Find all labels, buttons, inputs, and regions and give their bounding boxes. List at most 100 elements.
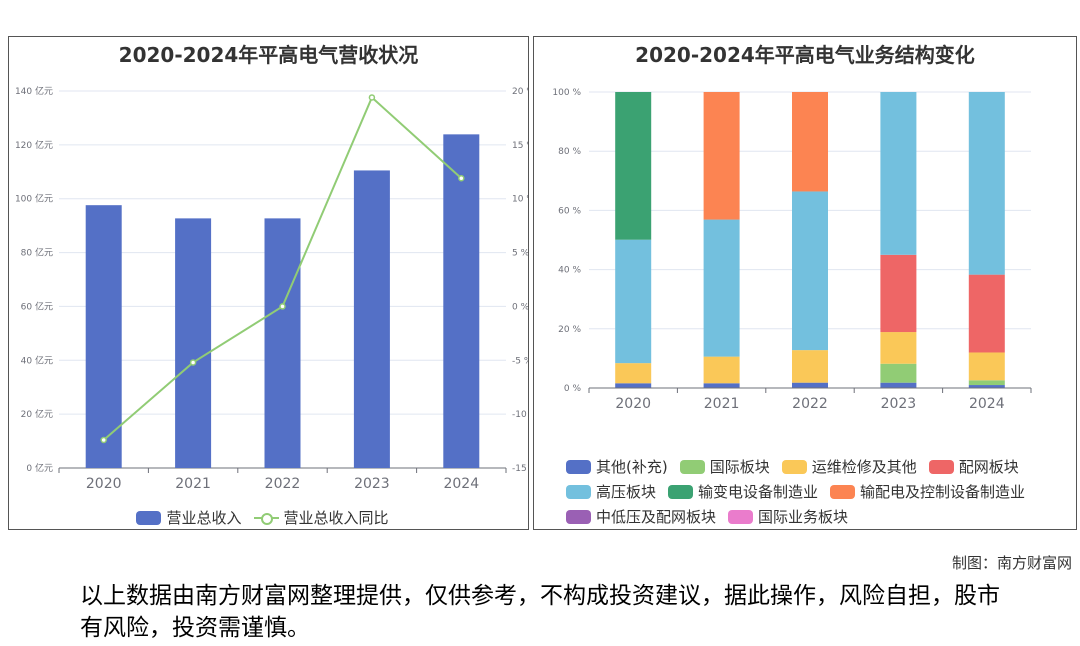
legend-item[interactable]: 营业总收入 [136, 505, 242, 530]
legend-item[interactable]: 高压板块 [566, 479, 656, 504]
bar-2023 [353, 170, 390, 469]
segment-2020 [615, 383, 652, 388]
legend-swatch [253, 511, 279, 525]
segment-2022 [792, 350, 828, 383]
legend-swatch [781, 459, 807, 474]
segment-2021 [703, 219, 740, 357]
x-tick-label: 2022 [265, 476, 301, 492]
segment-2021 [703, 356, 740, 384]
legend-swatch [136, 510, 162, 525]
growth-point-2021 [189, 359, 197, 366]
x-tick-label: 2021 [175, 476, 211, 492]
x-tick-label: 2020 [86, 476, 122, 492]
y-left-tick: 20 亿元 [21, 408, 53, 420]
segment-2024 [968, 380, 1005, 386]
legend-item[interactable]: 中低压及配网板块 [566, 504, 716, 529]
y-left-tick: 40 亿元 [21, 354, 53, 366]
legend-swatch [668, 484, 694, 499]
legend-swatch [566, 459, 591, 474]
y-left-tick: 60 亿元 [21, 300, 53, 312]
segment-2023 [880, 363, 917, 383]
y-right-tick: 20 % [512, 87, 528, 97]
bar-2020 [85, 205, 122, 469]
legend: 营业总收入 营业总收入同比 [9, 505, 528, 530]
segment-2023 [880, 92, 917, 255]
bar-2021 [175, 218, 212, 468]
y-right-tick: -10 % [512, 410, 528, 420]
growth-point-2023 [368, 94, 376, 101]
y-tick: 60 % [558, 206, 581, 216]
segment-2022 [792, 191, 828, 351]
segment-2023 [880, 254, 917, 333]
y-tick: 40 % [558, 266, 581, 276]
segment-2024 [968, 385, 1005, 388]
legend-swatch [679, 459, 705, 474]
segment-2021 [703, 383, 740, 388]
x-tick-label: 2024 [443, 476, 479, 492]
x-tick-label: 2020 [615, 396, 651, 412]
legend-label: 中低压及配网板块 [596, 508, 717, 526]
x-tick-label: 2023 [354, 476, 390, 492]
segment-2020 [615, 92, 652, 240]
legend-label: 运维检修及其他 [811, 458, 917, 476]
x-tick-label: 2023 [881, 396, 917, 412]
legend-label: 其他(补充) [596, 458, 668, 476]
segment-2022 [792, 382, 828, 388]
credit: 制图：南方财富网 [951, 554, 1072, 572]
segment-2020 [615, 363, 652, 384]
legend-swatch [566, 484, 591, 499]
y-left-tick: 140 亿元 [15, 85, 53, 97]
y-left-tick: 120 亿元 [15, 139, 53, 151]
y-left-tick: 0 亿元 [26, 462, 53, 474]
legend-label: 国际业务板块 [758, 508, 849, 526]
y-left-tick: 100 亿元 [15, 193, 53, 205]
y-left-tick: 80 亿元 [21, 247, 53, 259]
legend-label: 输配电及控制设备制造业 [860, 483, 1026, 501]
legend-item[interactable]: 国际业务板块 [728, 504, 848, 529]
x-tick-label: 2022 [792, 396, 828, 412]
y-tick: 80 % [558, 147, 581, 157]
legend-swatch [728, 509, 754, 524]
legend-item[interactable]: 配网板块 [928, 454, 1019, 479]
legend-label: 配网板块 [958, 458, 1019, 476]
revenue-chart: 0 亿元 20 亿元 40 亿元 60 亿元 80 亿元 100 亿元 120 亿元 140 … [15, 85, 528, 492]
y-right-tick: -15 % [512, 464, 528, 474]
legend-item[interactable]: 国际板块 [679, 454, 770, 479]
legend-label: 输变电设备制造业 [698, 483, 819, 501]
segment-2023 [880, 382, 917, 388]
segment-2024 [968, 274, 1005, 353]
legend-item[interactable]: 营业总收入同比 [253, 505, 389, 530]
legend-item[interactable]: 运维检修及其他 [781, 454, 917, 479]
y-tick: 0 % [564, 384, 582, 394]
growth-point-2024 [458, 174, 465, 182]
y-right-tick: 10 % [512, 195, 528, 205]
legend-label: 营业总收入同比 [283, 509, 389, 527]
legend-label: 国际板块 [709, 458, 770, 476]
legend-item[interactable]: 输配电及控制设备制造业 [830, 479, 1025, 504]
y-right-tick: 15 % [512, 141, 528, 151]
disclaimer: 以上数据由南方财富网整理提供，仅供参考，不构成投资建议，据此操作，风险自担，股市… [80, 583, 1000, 641]
legend-item[interactable]: 输变电设备制造业 [668, 479, 818, 504]
y-right-tick: -5 % [512, 356, 528, 366]
bar-2024 [443, 134, 480, 468]
chart-title: 2020-2024年平高电气业务结构变化 [635, 43, 975, 67]
segment-2022 [792, 92, 828, 192]
y-tick: 100 % [552, 88, 581, 98]
y-tick: 20 % [558, 325, 581, 335]
legend: 其他(补充) 国际板块 运维检修及其他 配网板块高压板块 输变电设备制造业 输配电及控制设… [566, 454, 1066, 529]
legend-item[interactable]: 其他(补充) [566, 454, 668, 479]
x-tick-label: 2024 [969, 396, 1005, 412]
revenue-chart-panel: 2020-2024年平高电气营收状况 0 亿元 20 亿元 40 亿元 60 亿元 80… [8, 36, 529, 530]
growth-point-2022 [279, 303, 286, 310]
bar-2022 [264, 218, 301, 468]
segment-2020 [615, 239, 652, 364]
growth-point-2020 [100, 436, 107, 444]
chart-title: 2020-2024年平高电气营收状况 [118, 43, 419, 67]
legend-label: 营业总收入 [166, 509, 242, 527]
structure-chart-panel: 2020-2024年平高电气业务结构变化 0 % 20 % 40 % 60 % 80 %… [533, 36, 1077, 530]
x-tick-label: 2021 [704, 396, 740, 412]
legend-swatch [830, 484, 856, 499]
legend-label: 高压板块 [596, 483, 657, 501]
segment-2021 [703, 92, 740, 220]
segment-2023 [880, 332, 917, 364]
